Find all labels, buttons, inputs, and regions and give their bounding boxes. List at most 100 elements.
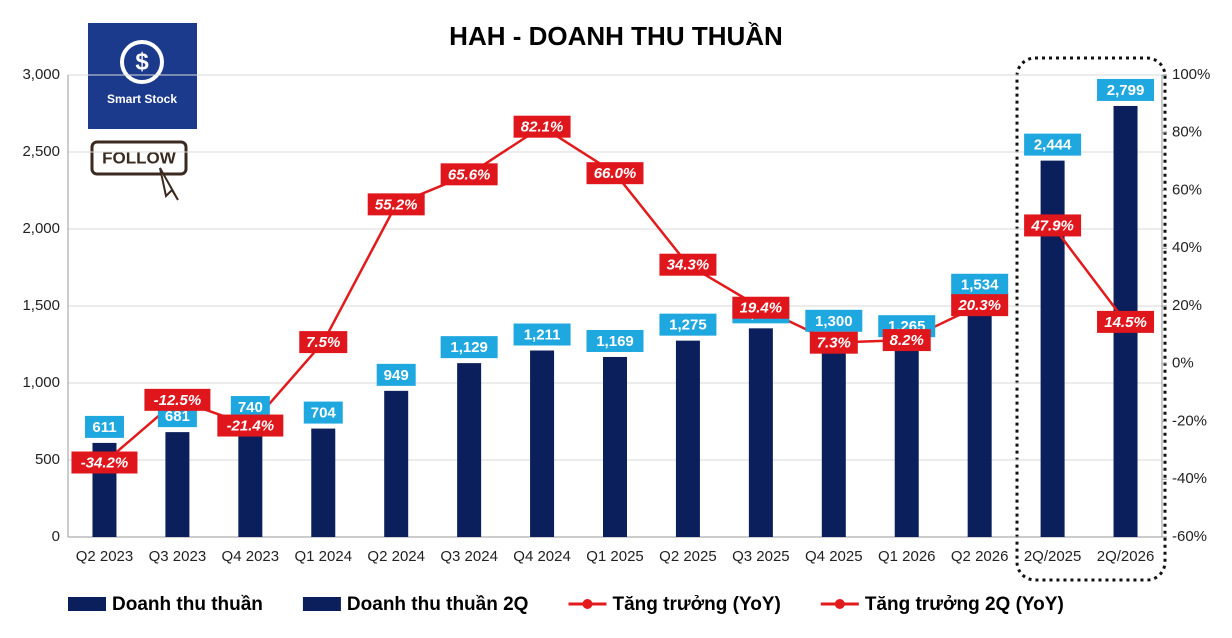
bar bbox=[748, 328, 773, 537]
follow-button[interactable] bbox=[90, 140, 188, 176]
growth-label-text: 34.3% bbox=[667, 257, 710, 274]
bar-label-box bbox=[303, 401, 343, 424]
x-tick-label: Q2 2024 bbox=[367, 548, 425, 565]
growth-label: -34.2% bbox=[71, 451, 138, 474]
bar bbox=[165, 432, 190, 537]
bar-label: 2,444 bbox=[1024, 133, 1082, 156]
bar-label-box bbox=[1024, 133, 1082, 156]
growth-label: 14.5% bbox=[1097, 310, 1155, 333]
bar-label: 1,300 bbox=[805, 309, 863, 332]
bar-label-text: 1,129 bbox=[450, 339, 488, 356]
bar bbox=[457, 363, 482, 537]
y2-tick-label: 40% bbox=[1172, 239, 1202, 256]
x-tick-label: Q1 2024 bbox=[294, 548, 352, 565]
bar-label-box bbox=[440, 336, 498, 359]
growth-label: 19.4% bbox=[732, 296, 790, 319]
bar bbox=[967, 300, 992, 537]
bar bbox=[675, 340, 700, 537]
growth-label-box bbox=[586, 162, 644, 185]
growth-label-text: 7.3% bbox=[817, 335, 851, 352]
x-tick-label: Q1 2025 bbox=[586, 548, 644, 565]
bar-label-text: 1,211 bbox=[524, 326, 561, 343]
logo-icon bbox=[120, 40, 164, 84]
y-tick-label: 1,000 bbox=[22, 374, 60, 391]
growth-label-text: 8.2% bbox=[890, 332, 924, 349]
growth-label-text: -12.5% bbox=[154, 392, 202, 409]
x-tick-label: Q1 2026 bbox=[878, 548, 936, 565]
growth-label: -12.5% bbox=[144, 388, 211, 411]
growth-label: 7.5% bbox=[299, 331, 348, 354]
growth-label-box bbox=[71, 451, 138, 474]
follow-text: FOLLOW bbox=[102, 148, 177, 167]
bar-label-text: 1,534 bbox=[961, 277, 999, 294]
bar-label-text: 1,169 bbox=[596, 333, 634, 350]
bar-label: 1,169 bbox=[586, 329, 644, 352]
bar-label-box bbox=[805, 309, 863, 332]
bar-label: 740 bbox=[230, 396, 270, 419]
growth-label-box bbox=[367, 193, 425, 216]
growth-label: 20.3% bbox=[951, 294, 1009, 317]
bar-label-text: 1,275 bbox=[669, 317, 707, 334]
y2-tick-label: 0% bbox=[1172, 355, 1194, 372]
x-tick-label: Q3 2023 bbox=[149, 548, 207, 565]
growth-label-box bbox=[732, 296, 790, 319]
y-tick-label: 1,500 bbox=[22, 297, 60, 314]
bar-label: 1,534 bbox=[951, 273, 1009, 296]
bar-label: 1,275 bbox=[659, 313, 717, 336]
legend-item: Tăng trưởng 2Q (YoY) bbox=[820, 594, 1064, 615]
legend-item: Doanh thu thuần bbox=[68, 594, 263, 615]
growth-label-text: 20.3% bbox=[957, 297, 1001, 314]
x-tick-label: Q4 2024 bbox=[513, 548, 571, 565]
legend-label: Tăng trưởng (YoY) bbox=[612, 594, 780, 615]
y2-tick-label: 100% bbox=[1172, 66, 1210, 83]
bar bbox=[821, 336, 846, 537]
bar-label-box bbox=[230, 396, 270, 419]
bar bbox=[530, 350, 555, 537]
growth-label-text: 14.5% bbox=[1104, 314, 1147, 331]
legend-label: Doanh thu thuần 2Q bbox=[347, 594, 529, 615]
x-tick-label: Q4 2025 bbox=[805, 548, 863, 565]
y2-tick-label: -40% bbox=[1172, 470, 1207, 487]
growth-label-box bbox=[951, 294, 1009, 317]
bar-label-box bbox=[376, 363, 416, 386]
bar-label: 949 bbox=[376, 363, 416, 386]
bar bbox=[238, 423, 263, 537]
x-tick-label: Q4 2023 bbox=[222, 548, 280, 565]
legend-swatch bbox=[302, 597, 341, 611]
y2-tick-label: 60% bbox=[1172, 181, 1202, 198]
growth-line bbox=[1051, 224, 1127, 323]
growth-label-text: 82.1% bbox=[521, 119, 564, 136]
bar-label-box bbox=[1097, 78, 1155, 101]
logo: $ Smart Stock FOLLOW bbox=[88, 23, 197, 201]
y-tick-label: 500 bbox=[35, 451, 60, 468]
bar-label-box bbox=[586, 329, 644, 352]
x-tick-label: Q2 2023 bbox=[76, 548, 134, 565]
x-tick-label: Q3 2025 bbox=[732, 548, 790, 565]
growth-label-box bbox=[513, 115, 571, 138]
y-tick-label: 3,000 bbox=[22, 66, 60, 83]
logo-icon-letter: $ bbox=[135, 48, 149, 75]
x-tick-label: Q2 2026 bbox=[951, 548, 1009, 565]
growth-label: 82.1% bbox=[513, 115, 571, 138]
growth-label: 7.3% bbox=[809, 331, 858, 354]
bar-label-box bbox=[84, 415, 124, 438]
x-tick-label: Q3 2024 bbox=[440, 548, 498, 565]
legend-swatch bbox=[68, 597, 106, 611]
bar-label-text: 704 bbox=[311, 405, 337, 422]
chart-title: HAH - DOANH THU THUẦN bbox=[449, 21, 783, 51]
growth-label-text: 47.9% bbox=[1030, 217, 1074, 234]
growth-label-box bbox=[659, 253, 717, 276]
bar-label-text: 740 bbox=[238, 399, 263, 416]
bar-label-text: 611 bbox=[92, 419, 116, 436]
x-tick-label: 2Q/2025 bbox=[1024, 548, 1082, 565]
growth-label-text: 55.2% bbox=[375, 196, 418, 213]
growth-label-text: -34.2% bbox=[81, 454, 129, 471]
bar bbox=[384, 390, 409, 537]
legend-item: Tăng trưởng (YoY) bbox=[568, 594, 781, 615]
y-tick-label: 2,500 bbox=[22, 143, 60, 160]
y-tick-label: 0 bbox=[52, 528, 60, 545]
bar-label: 1,211 bbox=[513, 323, 571, 346]
bar bbox=[311, 428, 336, 537]
bar-label: 611 bbox=[84, 415, 124, 438]
